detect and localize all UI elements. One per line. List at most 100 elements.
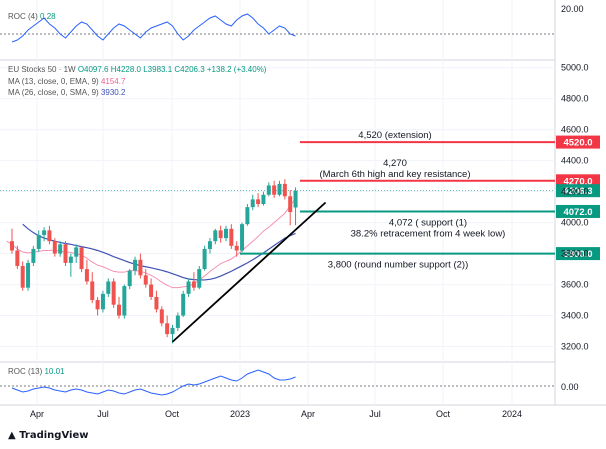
level-price-tag-label: 4270.0 <box>563 176 592 187</box>
roc-bottom-tick-label: 0.00 <box>561 382 579 392</box>
candle-body <box>36 235 41 249</box>
x-tick-label: 2023 <box>230 409 250 419</box>
candle-body <box>256 199 261 205</box>
candle-body <box>84 269 89 282</box>
candle-body <box>191 281 196 288</box>
y-tick-label: 4400.0 <box>561 156 589 166</box>
y-tick-label: 3600.0 <box>561 280 589 290</box>
ma1-legend[interactable]: MA (13, close, 0, EMA, 9) 4154.7 <box>8 77 125 86</box>
candle-body <box>165 323 170 335</box>
level-price-tag-label: 4520.0 <box>563 138 592 149</box>
candle-body <box>266 185 271 195</box>
candle-body <box>100 293 105 310</box>
candle-body <box>282 183 287 197</box>
candle-body <box>127 270 132 287</box>
candle-body <box>288 196 293 213</box>
candle-body <box>218 230 223 239</box>
candle-body <box>202 248 207 270</box>
ma26-line <box>22 223 296 281</box>
candle-body <box>52 241 57 254</box>
candle-body <box>68 256 73 263</box>
level-price-tag <box>556 135 600 149</box>
candle-body <box>293 190 298 208</box>
candle-body <box>74 247 79 257</box>
roc-bottom-pane <box>0 369 555 396</box>
candle-body <box>272 185 277 195</box>
roc-bottom-label: ROC (13) <box>8 367 43 376</box>
y-tick-label: 5000.0 <box>561 63 589 73</box>
candle-body <box>47 230 52 242</box>
level-price-tag-label: 4072.0 <box>563 207 592 218</box>
tradingview-icon: ▲ <box>8 430 16 441</box>
candle-body <box>20 265 25 288</box>
x-tick-label: Oct <box>165 409 180 419</box>
candle-body <box>261 194 266 205</box>
tradingview-logo[interactable]: ▲ TradingView <box>8 430 88 441</box>
level-lines[interactable]: 4520.0 4,520 (extension) 4270.0 4,270(March… <box>240 130 600 271</box>
ohlc-close: C4206.3 <box>174 65 205 74</box>
candle-body <box>250 199 255 208</box>
y-tick-label: 4800.0 <box>561 94 589 104</box>
candle-body <box>197 269 202 288</box>
x-tick-label: 2024 <box>502 409 522 419</box>
candle-body <box>234 245 239 251</box>
candle-body <box>207 241 212 249</box>
candle-body <box>58 244 63 254</box>
current-price-tag-label: 4206.3 <box>563 186 592 197</box>
time-axis[interactable]: Apr Jul Oct 2023 Apr Jul Oct 2024 <box>30 409 522 419</box>
candle-body <box>170 327 175 335</box>
roc-top-tick-label: 20.00 <box>561 4 584 14</box>
level-annotation: 4,520 (extension) <box>358 130 431 141</box>
candle-body <box>42 230 47 236</box>
y-tick-label: 3200.0 <box>561 342 589 352</box>
roc-bottom-value: 10.01 <box>44 367 65 376</box>
trendline[interactable] <box>171 201 327 343</box>
y-tick-label: 3400.0 <box>561 311 589 321</box>
level-price-tag <box>556 247 600 261</box>
candle-body <box>154 296 159 310</box>
candle-body <box>15 250 20 266</box>
candle-body <box>106 281 111 294</box>
roc-top-value: 0.28 <box>40 12 56 21</box>
trendline-support <box>171 201 327 343</box>
candle-body <box>159 309 164 324</box>
level-annotation: 3,800 (round number support (2)) <box>328 260 468 271</box>
candle-body <box>224 228 228 239</box>
roc-bottom-line <box>11 369 296 396</box>
level-annotation: 38.2% retracement from 4 week low) <box>351 228 506 239</box>
y-tick-label: 3800.0 <box>561 249 589 259</box>
price-axis[interactable]: 3200.0 3400.0 3600.0 3800.0 4000.0 4200.0 4400… <box>561 4 589 392</box>
ohlc-change: +138.2 (+3.40%) <box>206 65 267 74</box>
candle-body <box>95 300 100 310</box>
ma2-label: MA (26, close, 0, SMA, 9) <box>8 88 99 97</box>
candle-body <box>31 248 36 263</box>
x-tick-label: Oct <box>436 409 451 419</box>
ohlc-high: H4228.0 <box>110 65 141 74</box>
candle-body <box>143 275 148 285</box>
candle-body <box>149 284 154 297</box>
candle-body <box>10 241 14 251</box>
candle-body <box>79 247 84 270</box>
candles[interactable] <box>10 179 298 344</box>
tradingview-label: TradingView <box>19 430 89 441</box>
ohlc-low: L3983.1 <box>143 65 173 74</box>
current-price-tag <box>556 184 600 198</box>
roc-bottom-legend[interactable]: ROC (13) 10.01 <box>8 367 65 376</box>
candle-body <box>181 293 186 316</box>
symbol-legend[interactable]: EU Stocks 50 · 1W O4097.6 H4228.0 L3983.… <box>8 65 266 74</box>
candle-body <box>26 262 31 288</box>
candle-body <box>245 207 250 225</box>
y-tick-label: 4600.0 <box>561 125 589 135</box>
roc-top-legend[interactable]: ROC (4) 0.28 <box>8 12 56 21</box>
level-annotation: (March 6th high and key resistance) <box>319 169 470 180</box>
y-tick-label: 4200.0 <box>561 187 589 197</box>
candle-body <box>63 244 68 263</box>
y-tick-label: 4000.0 <box>561 218 589 228</box>
candle-body <box>122 286 127 316</box>
ohlc-open: O4097.6 <box>77 65 109 74</box>
level-annotation: 4,072 ( support (1) <box>389 217 467 228</box>
ma2-legend[interactable]: MA (26, close, 0, SMA, 9) 3930.2 <box>8 88 125 97</box>
candle-body <box>229 228 234 246</box>
